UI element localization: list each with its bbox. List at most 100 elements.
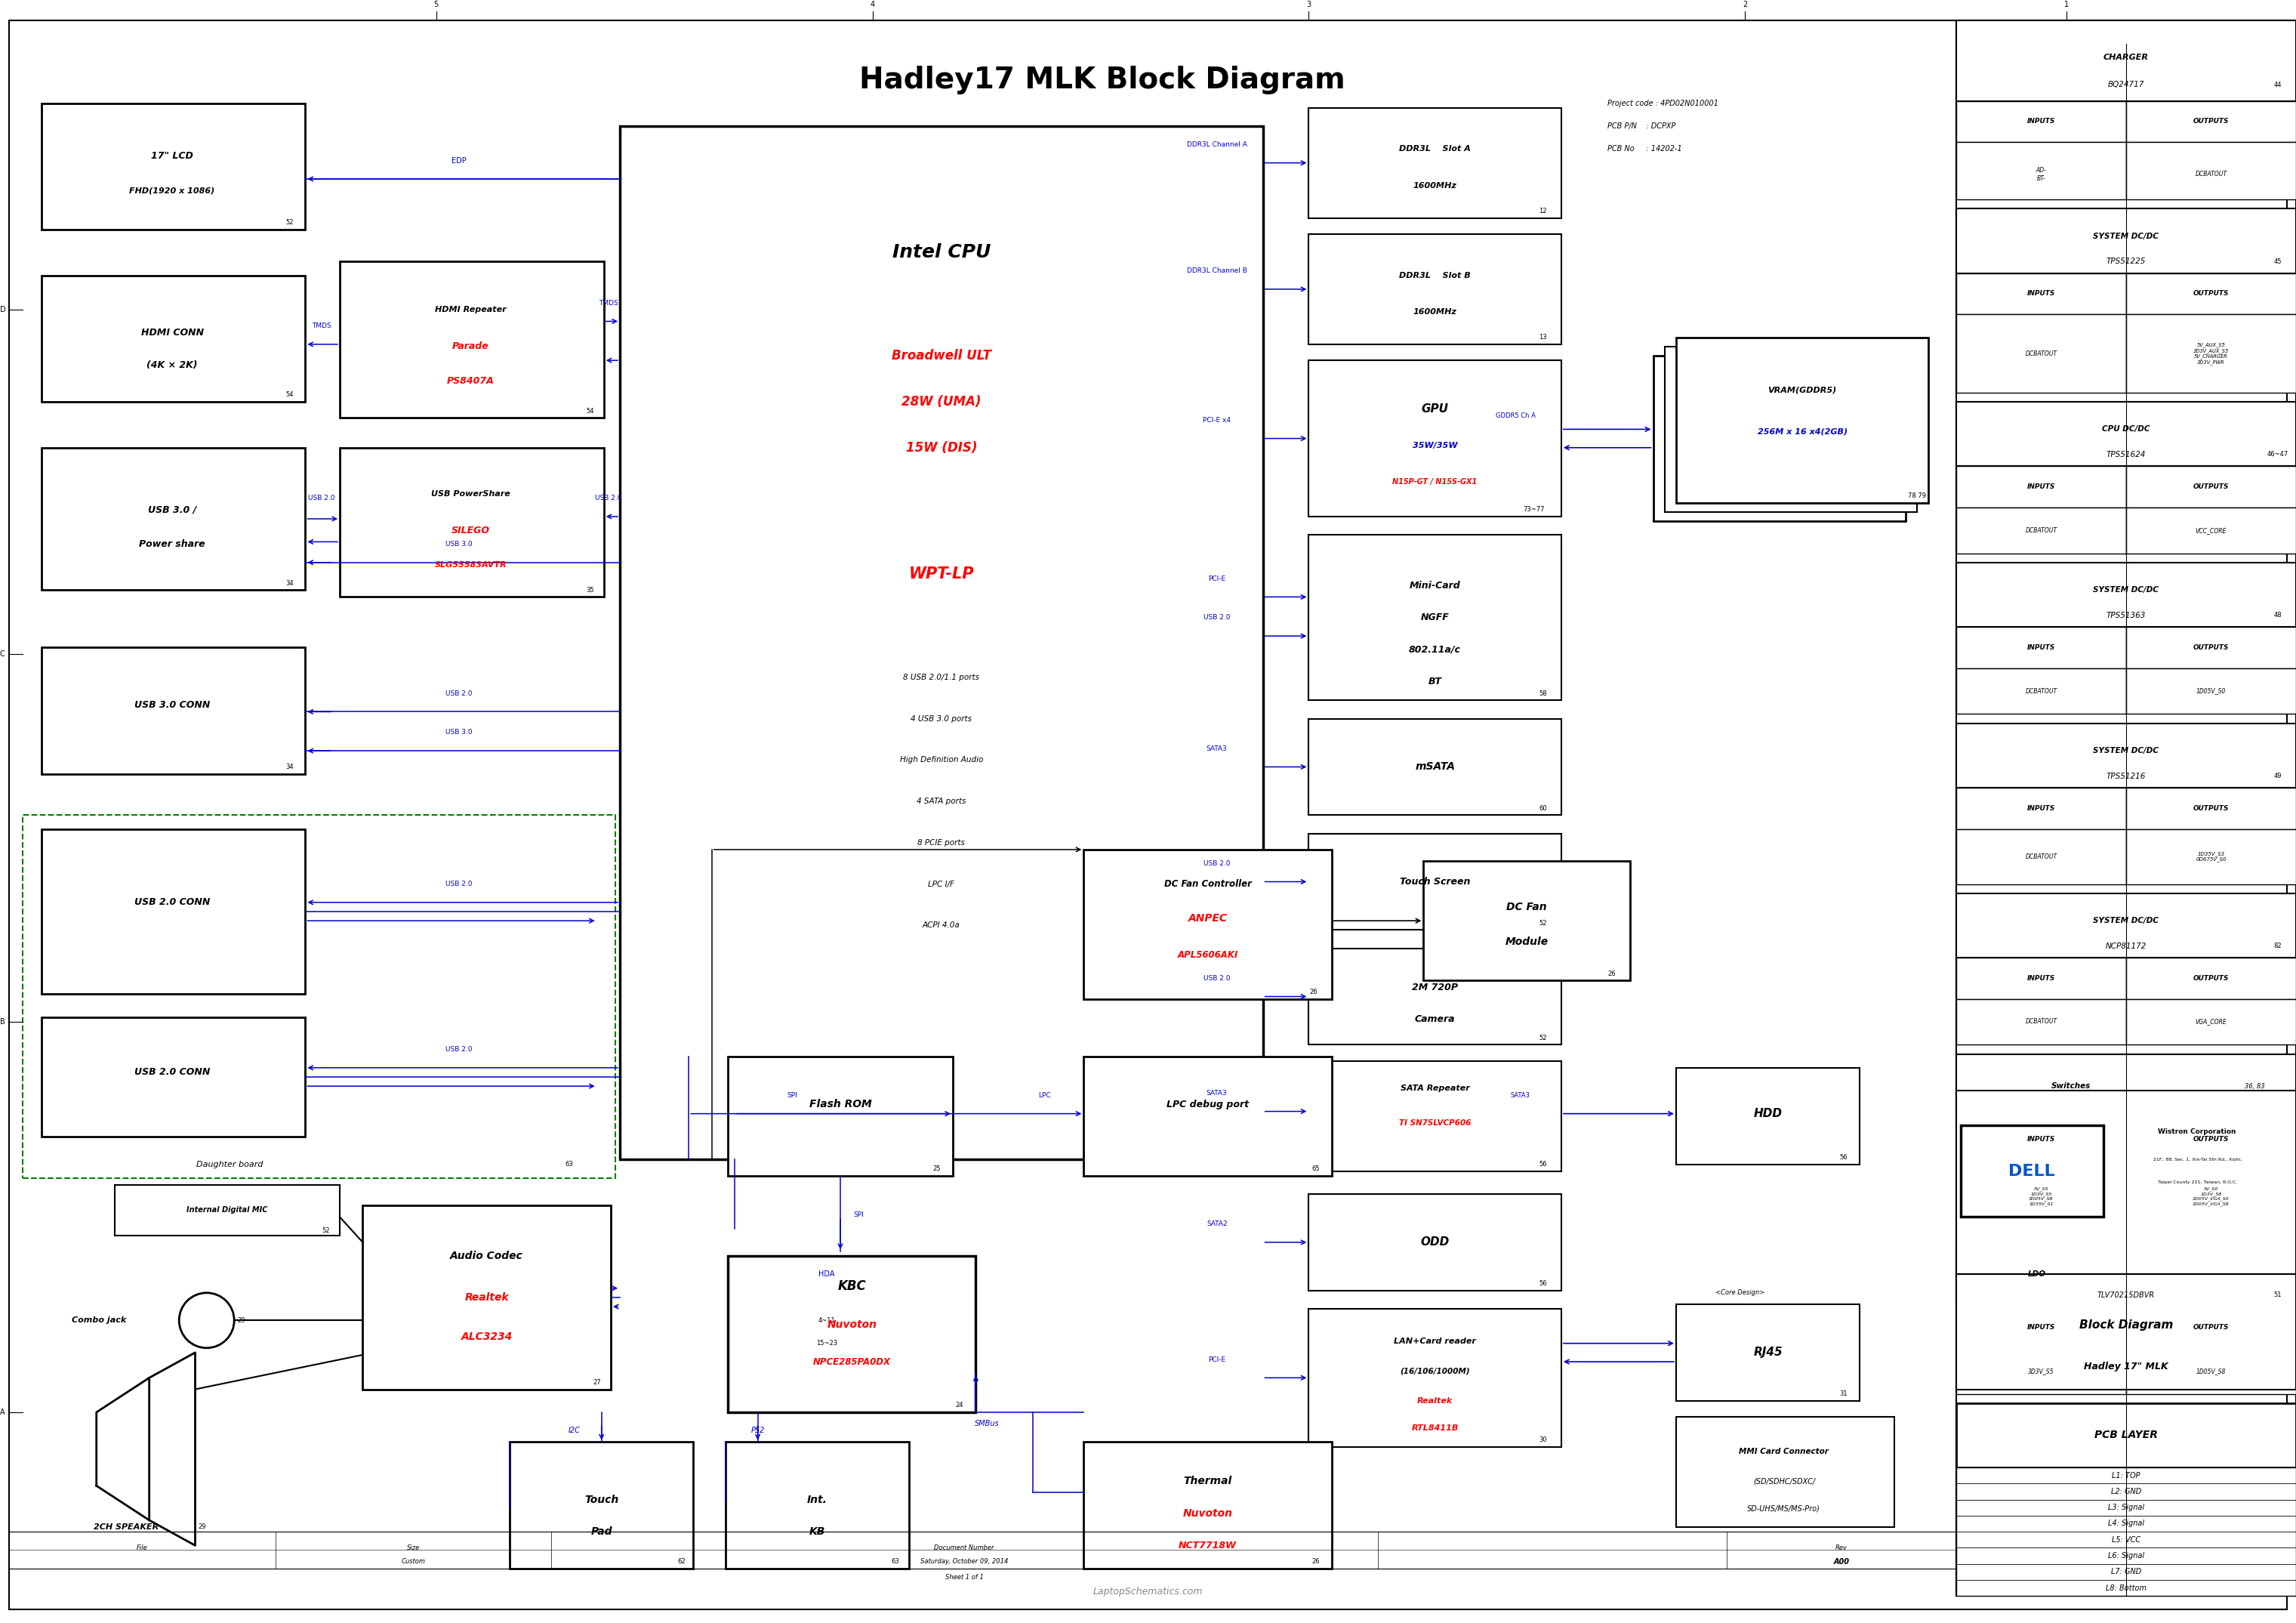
Text: BQ24717: BQ24717 xyxy=(2108,81,2144,89)
Text: USB 3.0 CONN: USB 3.0 CONN xyxy=(133,700,211,709)
Text: DCBATOUT: DCBATOUT xyxy=(2195,170,2227,179)
Bar xyxy=(2126,1349,2296,1394)
Text: 4 USB 3.0 ports: 4 USB 3.0 ports xyxy=(912,714,971,722)
Text: 26: 26 xyxy=(1311,1558,1320,1565)
Text: 29: 29 xyxy=(197,1524,207,1530)
Text: TMDS: TMDS xyxy=(312,323,331,329)
Text: 802.11a/c: 802.11a/c xyxy=(1410,644,1460,654)
Text: SD-UHS/MS/MS-Pro): SD-UHS/MS/MS-Pro) xyxy=(1747,1505,1821,1513)
Text: GDDR5 Ch A: GDDR5 Ch A xyxy=(1495,412,1536,419)
Text: Thermal: Thermal xyxy=(1182,1475,1233,1487)
Bar xyxy=(340,261,604,417)
Bar xyxy=(23,815,615,1178)
Bar xyxy=(1309,948,1561,1045)
Text: DELL: DELL xyxy=(2009,1164,2055,1178)
Text: (16/106/1000M): (16/106/1000M) xyxy=(1401,1367,1469,1375)
Bar xyxy=(2126,958,2296,998)
Text: 17" LCD: 17" LCD xyxy=(152,151,193,161)
Bar xyxy=(1956,143,2126,200)
Bar xyxy=(1309,834,1561,930)
Text: Daughter board: Daughter board xyxy=(195,1160,264,1169)
Text: DDR3L Channel B: DDR3L Channel B xyxy=(1187,268,1247,274)
Text: A: A xyxy=(0,1409,5,1415)
Text: INPUTS: INPUTS xyxy=(2027,1136,2055,1143)
Text: USB 2.0 CONN: USB 2.0 CONN xyxy=(133,1068,211,1078)
Bar xyxy=(2126,787,2296,829)
Text: Pad: Pad xyxy=(590,1526,613,1537)
Bar xyxy=(363,1206,611,1389)
Bar xyxy=(1309,234,1561,344)
Text: 60: 60 xyxy=(1538,805,1548,812)
Text: 73~77: 73~77 xyxy=(1522,506,1545,513)
Text: N15P-GT / N15S-GX1: N15P-GT / N15S-GX1 xyxy=(1394,479,1476,485)
Bar xyxy=(2126,1307,2296,1349)
Text: 5V_S0
1D3V_S8
1D05V_VGA_S0
1D05V_VGA_S8: 5V_S0 1D3V_S8 1D05V_VGA_S0 1D05V_VGA_S8 xyxy=(2193,1186,2229,1206)
Text: 15W (DIS): 15W (DIS) xyxy=(905,441,978,454)
Text: PS2: PS2 xyxy=(751,1427,765,1435)
Text: SATA Repeater: SATA Repeater xyxy=(1401,1084,1469,1092)
Text: Switches: Switches xyxy=(2050,1083,2092,1091)
Text: SLG55583AVTR: SLG55583AVTR xyxy=(434,562,507,568)
Text: 63: 63 xyxy=(565,1160,574,1167)
Text: 3: 3 xyxy=(1306,0,1311,8)
Bar xyxy=(1956,1053,2296,1118)
Text: VRAM(GDDR5): VRAM(GDDR5) xyxy=(1768,386,1837,394)
Text: 36, 83: 36, 83 xyxy=(2245,1083,2264,1089)
Bar xyxy=(1956,669,2126,714)
Text: TPS51624: TPS51624 xyxy=(2105,451,2147,458)
Text: 62: 62 xyxy=(677,1558,687,1565)
Bar xyxy=(2126,829,2296,885)
Text: L5: VCC: L5: VCC xyxy=(2112,1535,2140,1543)
Text: KB: KB xyxy=(808,1526,827,1537)
Text: OUTPUTS: OUTPUTS xyxy=(2193,484,2229,490)
Bar xyxy=(2126,1118,2296,1159)
Text: CPU DC/DC: CPU DC/DC xyxy=(2103,425,2149,433)
Text: EDP: EDP xyxy=(452,157,466,164)
Text: LAN+Card reader: LAN+Card reader xyxy=(1394,1337,1476,1345)
Text: 52: 52 xyxy=(1538,1034,1548,1042)
Text: KBC: KBC xyxy=(838,1279,866,1294)
Text: ANPEC: ANPEC xyxy=(1187,914,1228,923)
Text: SATA3: SATA3 xyxy=(1511,1092,1529,1099)
Text: DDR3L    Slot A: DDR3L Slot A xyxy=(1398,146,1472,153)
Text: NGFF: NGFF xyxy=(1421,613,1449,623)
Bar xyxy=(1956,21,2296,1595)
Bar xyxy=(1309,1061,1561,1172)
Bar xyxy=(1956,893,2296,958)
Text: 28W (UMA): 28W (UMA) xyxy=(902,394,980,409)
Text: INPUTS: INPUTS xyxy=(2027,484,2055,490)
Text: L3: Signal: L3: Signal xyxy=(2108,1505,2144,1511)
Bar xyxy=(115,1185,340,1235)
Text: INPUTS: INPUTS xyxy=(2027,118,2055,125)
Text: WPT-LP: WPT-LP xyxy=(909,566,974,581)
Text: HDA: HDA xyxy=(817,1271,836,1279)
Text: Touch: Touch xyxy=(585,1495,618,1505)
Bar xyxy=(1956,1091,2296,1274)
Text: LPC: LPC xyxy=(1038,1092,1052,1099)
Text: HDMI Repeater: HDMI Repeater xyxy=(434,307,507,313)
Text: INPUTS: INPUTS xyxy=(2027,291,2055,297)
Text: USB 2.0: USB 2.0 xyxy=(1203,975,1231,982)
Text: DCBATOUT: DCBATOUT xyxy=(2025,854,2057,860)
Bar xyxy=(2126,273,2296,315)
Text: Wistron Corporation: Wistron Corporation xyxy=(2158,1128,2236,1136)
Text: USB 2.0 CONN: USB 2.0 CONN xyxy=(133,898,211,907)
Text: USB 3.0: USB 3.0 xyxy=(445,540,473,547)
Text: OUTPUTS: OUTPUTS xyxy=(2193,805,2229,812)
Bar xyxy=(41,448,305,591)
Bar xyxy=(2126,315,2296,393)
Text: Size: Size xyxy=(406,1545,420,1552)
Bar xyxy=(2126,1159,2296,1233)
Text: (4K × 2K): (4K × 2K) xyxy=(147,360,197,370)
Text: SYSTEM DC/DC: SYSTEM DC/DC xyxy=(2094,586,2158,594)
Bar xyxy=(1424,862,1630,980)
Text: 1D05V_S8: 1D05V_S8 xyxy=(2197,1368,2225,1375)
Text: 46~47: 46~47 xyxy=(2266,451,2289,458)
Text: 1: 1 xyxy=(2064,0,2069,8)
Text: Camera: Camera xyxy=(1414,1014,1456,1024)
Text: TPS51225: TPS51225 xyxy=(2105,258,2147,266)
Text: TPS51216: TPS51216 xyxy=(2105,773,2147,779)
Text: 29: 29 xyxy=(236,1316,246,1324)
Bar xyxy=(1309,1195,1561,1290)
Text: USB 2.0: USB 2.0 xyxy=(445,881,473,888)
